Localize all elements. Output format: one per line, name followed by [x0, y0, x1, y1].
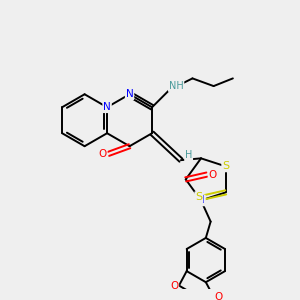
Text: O: O [208, 169, 217, 180]
Text: NH: NH [169, 81, 184, 91]
Text: O: O [214, 292, 223, 300]
Text: N: N [197, 195, 205, 206]
Text: O: O [98, 149, 107, 159]
Text: S: S [195, 192, 203, 202]
Text: S: S [222, 161, 229, 171]
Text: N: N [103, 102, 111, 112]
Text: N: N [126, 89, 134, 99]
Text: O: O [170, 280, 178, 290]
Text: H: H [185, 150, 192, 160]
